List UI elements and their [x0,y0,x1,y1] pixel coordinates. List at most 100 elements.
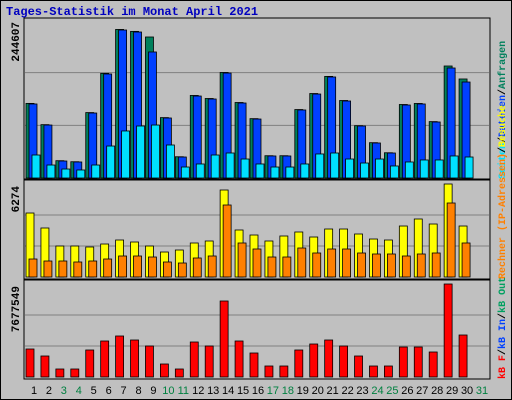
x-tick-label: 2 [46,385,52,397]
bar [234,340,244,378]
bar [449,155,459,179]
bar [383,365,393,378]
legend-entry: Rechner (IP-Adressen) [497,153,509,279]
bar [324,339,334,378]
bar [136,125,145,179]
bar [458,334,468,378]
bar [207,255,217,278]
x-tick-label: 27 [416,385,428,397]
x-tick-label: 12 [192,385,204,397]
bar [148,256,157,278]
legend-entry: Seiten [497,143,509,179]
bar [151,124,160,179]
bar [73,261,83,278]
bar [294,349,304,378]
x-tick-label: 18 [282,385,294,397]
bar [225,152,235,179]
bar [461,242,471,278]
bar [264,365,274,378]
bar [297,247,307,278]
bar [58,260,68,278]
x-tick-label: 9 [150,385,156,397]
bar [25,348,35,378]
bar [61,168,71,179]
bar [255,163,265,179]
bar [345,158,355,179]
bar [354,355,363,378]
bar [372,253,381,278]
legend-entry: Anfragen [497,41,509,89]
legend: Seiten/Dateien/Anfragen [497,41,509,179]
legend-separator: / [497,147,509,153]
x-tick-label: 3 [61,385,67,397]
bar [192,257,202,278]
x-tick-label: 13 [207,385,219,397]
x-tick-label: 31 [476,385,488,397]
legend-entry: Dateien [497,95,509,137]
bar [386,253,396,278]
y-tick-label: 6274 [11,186,23,213]
bar [219,300,229,378]
bar [434,159,444,179]
x-tick-label: 16 [252,385,264,397]
legend-entry: kB Out [497,277,509,313]
bar [180,166,190,179]
bar [401,255,411,278]
bar [404,161,414,179]
x-tick-label: 15 [237,385,249,397]
bar [133,255,142,278]
bar [375,158,384,179]
bar [118,255,127,278]
bar [174,368,184,378]
bar [249,352,259,378]
bar [428,351,438,378]
bar [270,166,280,179]
bar [240,158,250,179]
bar [177,262,187,278]
bar [210,154,220,179]
x-tick-label: 23 [356,385,368,397]
x-tick-label: 21 [327,385,339,397]
bar [88,260,98,278]
legend-separator: / [497,349,509,355]
bar [85,349,95,378]
x-tick-label: 17 [267,385,279,397]
x-tick-label: 5 [91,385,97,397]
chart-title: Tages-Statistik im Monat April 2021 [6,5,258,19]
bar [222,204,232,278]
bar [464,156,474,179]
x-tick-label: 29 [446,385,458,397]
bar [204,345,214,378]
bar [121,130,130,179]
bar [419,159,429,179]
bar [103,258,113,278]
bar [159,363,169,378]
x-tick-label: 26 [401,385,413,397]
bar [55,368,65,378]
bar [446,202,456,278]
bar [300,163,310,179]
bar [327,248,337,278]
bar [252,248,262,278]
bar [40,355,50,378]
x-tick-label: 14 [222,385,234,397]
bar [413,346,423,378]
x-tick-label: 22 [341,385,353,397]
bar [315,153,325,179]
bar [398,346,408,378]
bar [312,252,322,278]
bar [416,253,426,278]
bar [282,256,292,278]
bar [46,164,56,179]
bar [76,169,86,179]
x-tick-label: 28 [431,385,443,397]
bar [369,365,378,378]
legend-entry: kB F [497,355,509,379]
bar [162,261,172,278]
legend-separator: / [497,89,509,95]
x-tick-label: 20 [312,385,324,397]
x-tick-label: 19 [297,385,309,397]
bar [285,166,295,179]
bar [309,343,319,378]
bar [91,164,101,179]
